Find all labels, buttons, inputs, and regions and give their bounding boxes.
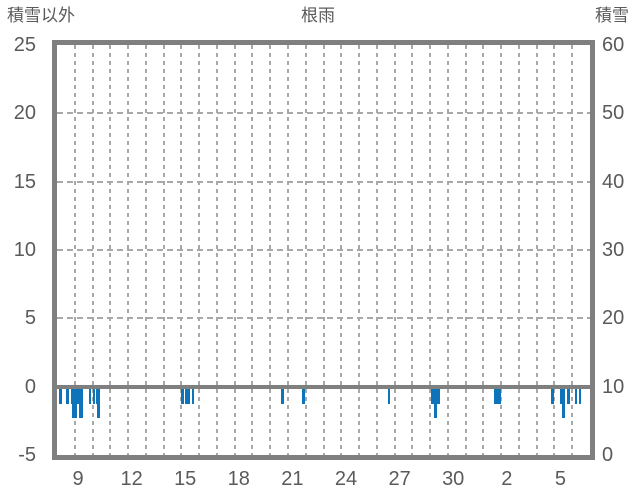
precip-bar (281, 388, 285, 405)
precip-bar (180, 388, 184, 405)
plot-area (57, 45, 590, 455)
left-axis-tick-label: 10 (13, 239, 36, 261)
precip-bar (88, 388, 92, 405)
zero-line (57, 384, 590, 389)
x-axis-tick-label: 21 (281, 468, 304, 490)
x-axis-tick-label: 12 (120, 468, 143, 490)
x-axis-tick-label: 15 (174, 468, 197, 490)
precip-bar (302, 388, 305, 405)
right-axis-tick-label: 10 (602, 375, 625, 398)
precip-bar (562, 388, 565, 418)
precip-bar (79, 388, 83, 418)
left-axis-title: 積雪以外 (7, 6, 75, 25)
precip-bar (95, 388, 98, 405)
chart-title: 根雨 (301, 6, 335, 25)
right-axis-title: 積雪 (595, 6, 629, 25)
value-gridline (57, 180, 590, 183)
right-axis-tick-label: 30 (602, 239, 625, 261)
precip-bar (66, 388, 70, 405)
precip-bar (574, 388, 578, 405)
left-axis-tick-label: 25 (13, 34, 36, 56)
precip-bar (77, 388, 80, 405)
precip-bar (434, 388, 438, 418)
precip-bar (192, 388, 195, 405)
precip-bar (185, 388, 191, 405)
precip-bar (559, 388, 563, 405)
x-axis-tick-label: 2 (501, 468, 513, 490)
left-axis-tick-label: 20 (13, 102, 36, 125)
precip-bar (578, 388, 582, 405)
precip-bar (72, 388, 78, 418)
right-axis-tick-label: 20 (602, 307, 625, 330)
left-axis-tick-label: 15 (13, 170, 36, 193)
x-axis-tick-label: 30 (442, 468, 465, 490)
left-axis-tick-label: 0 (24, 375, 36, 398)
precip-bar (431, 388, 435, 405)
precip-bar (92, 388, 95, 405)
precip-bar (97, 388, 100, 418)
plot-frame (52, 40, 595, 460)
left-axis-tick-label: 5 (24, 307, 36, 330)
precip-bar (550, 388, 555, 405)
right-axis-tick-label: 50 (602, 102, 625, 125)
precip-bar (387, 388, 391, 405)
left-axis-tick-label: -5 (18, 444, 36, 466)
value-gridline (57, 249, 590, 251)
right-axis-tick-label: 0 (602, 444, 614, 466)
right-axis-tick-label: 60 (602, 34, 625, 56)
x-axis-tick-label: 24 (334, 468, 358, 490)
precip-bar (58, 388, 62, 405)
x-axis-tick-label: 5 (554, 468, 566, 490)
precip-bar (494, 388, 501, 405)
value-gridline (57, 112, 590, 115)
x-axis-tick-label: 9 (72, 468, 84, 490)
right-axis-tick-label: 40 (602, 170, 625, 193)
x-axis-tick-label: 27 (388, 468, 411, 490)
x-axis-tick-label: 18 (227, 468, 250, 490)
precip-bar (567, 388, 570, 405)
precip-bar (437, 388, 441, 405)
value-gridline (57, 317, 590, 320)
precip-bar (71, 388, 74, 405)
